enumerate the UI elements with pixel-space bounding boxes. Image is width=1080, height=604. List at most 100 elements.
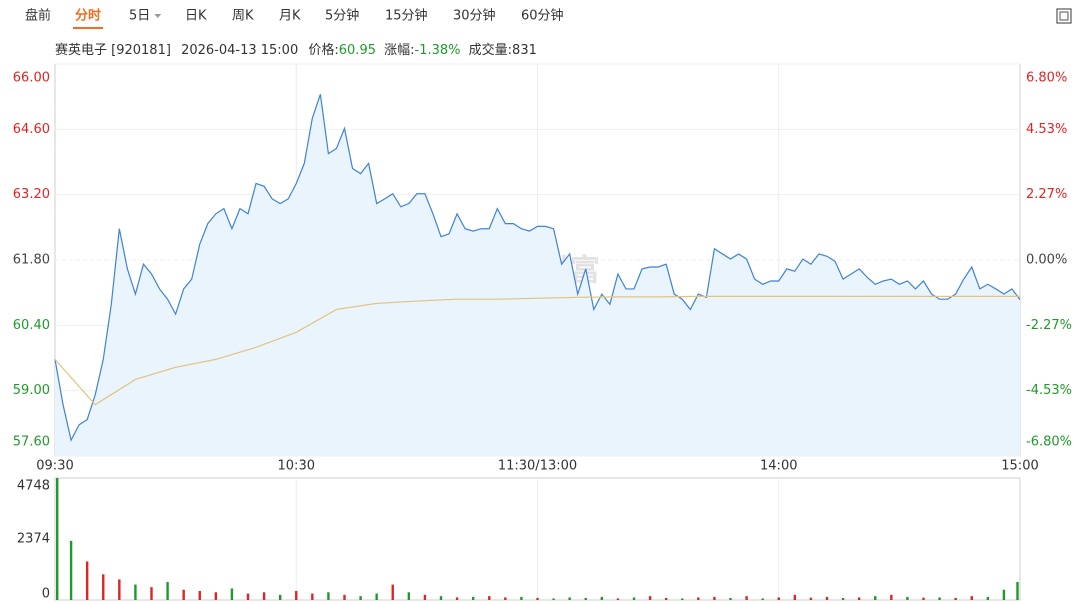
volume-bar xyxy=(311,593,314,600)
tab[interactable]: 5日 xyxy=(129,9,150,24)
volume-bar xyxy=(648,596,652,600)
volume-bar xyxy=(745,596,748,600)
price-line xyxy=(54,94,1021,442)
y2-tick-label: 6.80% xyxy=(1026,71,1067,86)
volume-bar xyxy=(857,597,861,600)
volume-bar xyxy=(616,598,620,600)
y2-tick-label: 2.27% xyxy=(1026,187,1067,202)
tab[interactable]: 盘前 xyxy=(25,8,51,24)
volume-bar xyxy=(600,596,604,600)
volume-bar xyxy=(825,596,829,600)
volume-tick-label: 0 xyxy=(42,587,50,602)
volume-bar xyxy=(729,597,732,600)
volume: 831 xyxy=(512,43,537,58)
volume-bar xyxy=(938,597,941,600)
volume-bar xyxy=(520,596,523,600)
volume-bar xyxy=(56,478,59,600)
volume-bar xyxy=(214,592,218,600)
tab[interactable]: 60分钟 xyxy=(521,8,564,24)
price: 60.95 xyxy=(339,43,376,58)
tab[interactable]: 周K xyxy=(232,9,254,24)
tab[interactable]: 15分钟 xyxy=(385,8,428,24)
y-tick-label: 57.60 xyxy=(13,435,50,450)
volume-bar xyxy=(343,594,346,600)
fullscreen-icon[interactable] xyxy=(1056,8,1072,24)
x-tick-label: 09:30 xyxy=(36,459,73,474)
y2-tick-label: 4.53% xyxy=(1026,122,1067,137)
volume-bar xyxy=(874,596,877,600)
x-tick-label: 14:00 xyxy=(760,459,797,474)
volume-bar xyxy=(327,592,330,600)
volume-bar xyxy=(407,592,411,600)
volume-bar xyxy=(69,540,73,600)
info-line: 赛英电子 [920181] 2026-04-13 15:00 价格:60.95 … xyxy=(55,42,537,58)
y-tick-label: 64.60 xyxy=(13,122,50,137)
x-tick-label: 10:30 xyxy=(278,459,315,474)
y2-tick-label: -2.27% xyxy=(1026,318,1072,333)
volume-bar xyxy=(809,597,813,600)
volume-bar xyxy=(278,594,282,600)
y-tick-label: 66.00 xyxy=(13,71,50,86)
x-tick-label: 11:30/13:00 xyxy=(498,459,577,474)
x-tick-label: 15:00 xyxy=(1001,459,1038,474)
volume-label: 成交量: xyxy=(469,42,512,58)
volume-bar xyxy=(391,584,394,600)
volume-bar xyxy=(198,591,201,600)
change: -1.38% xyxy=(415,43,461,58)
volume-bar xyxy=(536,597,539,600)
volume-bar xyxy=(246,593,250,600)
y-tick-label: 61.80 xyxy=(13,253,50,268)
price-label: 价格: xyxy=(308,42,338,58)
volume-bar xyxy=(455,597,459,600)
stock-name: 赛英电子 xyxy=(55,42,107,58)
datetime: 2026-04-13 15:00 xyxy=(181,43,298,58)
y-tick-label: 60.40 xyxy=(13,318,50,333)
volume-bar xyxy=(102,574,105,600)
stock-code: [920181] xyxy=(111,43,171,58)
volume-bar xyxy=(568,597,571,600)
y2-tick-label: -6.80% xyxy=(1026,435,1072,450)
y2-tick-label: 0.00% xyxy=(1026,253,1067,268)
tab-underline xyxy=(73,27,104,29)
volume-bar xyxy=(423,594,427,600)
y-tick-label: 63.20 xyxy=(13,187,50,202)
volume-bar xyxy=(150,587,153,600)
volume-bar xyxy=(841,597,845,600)
volume-bar xyxy=(697,597,700,600)
volume-bar xyxy=(761,598,764,600)
y2-tick-label: -4.53% xyxy=(1026,383,1072,398)
volume-bar xyxy=(262,592,266,600)
volume-bar xyxy=(632,597,636,600)
fullscreen-icon-inner xyxy=(1059,11,1069,21)
volume-bar xyxy=(777,597,780,600)
volume-bar xyxy=(1016,582,1019,600)
volume-bar xyxy=(552,598,555,600)
y-tick-label: 59.00 xyxy=(13,383,50,398)
volume-bar xyxy=(793,594,797,600)
volume-bar xyxy=(681,598,684,600)
tab[interactable]: 分时 xyxy=(75,8,101,24)
volume-bar xyxy=(986,596,990,600)
tab[interactable]: 30分钟 xyxy=(453,8,496,24)
volume-bar xyxy=(970,596,973,600)
volume-bar xyxy=(230,588,234,600)
volume-bar xyxy=(439,596,443,600)
tab[interactable]: 月K xyxy=(279,9,301,24)
dropdown-arrow xyxy=(154,14,162,18)
change-label: 涨幅: xyxy=(384,43,414,58)
tab[interactable]: 5分钟 xyxy=(325,8,359,24)
volume-bar xyxy=(166,582,169,600)
volume-bar xyxy=(890,594,893,600)
volume-tick-label: 4748 xyxy=(17,479,50,494)
volume-bar xyxy=(359,596,362,600)
volume-bar xyxy=(295,591,298,600)
average-line xyxy=(54,295,1020,406)
volume-bar xyxy=(906,596,909,600)
volume-bar xyxy=(182,589,185,600)
volume-bar xyxy=(922,597,925,600)
tab[interactable]: 日K xyxy=(185,9,207,24)
volume-bar xyxy=(584,597,587,600)
volume-tick-label: 2374 xyxy=(17,532,50,547)
volume-bar xyxy=(664,597,668,600)
